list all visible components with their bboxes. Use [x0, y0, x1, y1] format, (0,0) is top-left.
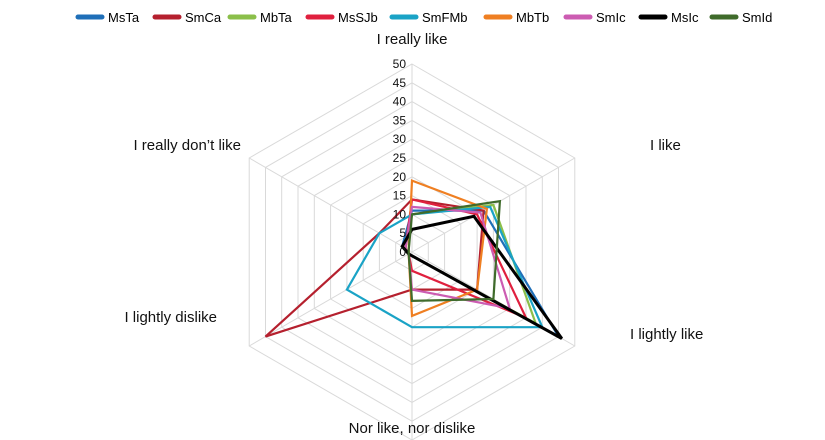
tick-label-50: 50 — [393, 57, 407, 71]
legend-label: MbTa — [260, 10, 293, 25]
legend-item-smic: SmIc — [563, 10, 626, 25]
axis-label-5: I really don’t like — [133, 137, 241, 154]
series-msta — [400, 209, 562, 340]
axis-label-2: I lightly like — [630, 326, 703, 343]
grid-spoke — [248, 157, 413, 253]
legend-item-mbta: MbTa — [227, 10, 293, 25]
tick-label-20: 20 — [393, 170, 407, 184]
axis-label-4: I lightly dislike — [124, 309, 217, 326]
legend-item-mssjb: MsSJb — [305, 10, 378, 25]
legend-label: SmIc — [596, 10, 626, 25]
legend-label: SmFMb — [422, 10, 468, 25]
tick-label-5: 5 — [399, 226, 406, 240]
legend-label: MsSJb — [338, 10, 378, 25]
axis-label-0: I really like — [377, 31, 448, 48]
tick-label-40: 40 — [393, 95, 407, 109]
series-msic — [400, 214, 564, 340]
legend-item-mbtb: MbTb — [483, 10, 549, 25]
legend-label: MsIc — [671, 10, 699, 25]
legend: MsTa SmCa MbTa MsSJb SmFMb MbTb SmIc MsIc SmId — [75, 10, 772, 25]
tick-label-35: 35 — [393, 113, 407, 127]
series-smid — [407, 199, 502, 303]
legend-item-smca: SmCa — [152, 10, 222, 25]
legend-item-msta: MsTa — [75, 10, 140, 25]
axis-label-1: I like — [650, 137, 681, 154]
tick-labels: 0 5 10 15 20 25 30 35 40 45 50 — [393, 57, 407, 259]
series-smfmb — [345, 205, 544, 329]
tick-label-0: 0 — [399, 245, 406, 259]
tick-label-45: 45 — [393, 76, 407, 90]
grid-spoke — [248, 251, 413, 347]
legend-label: SmId — [742, 10, 772, 25]
legend-label: MsTa — [108, 10, 140, 25]
legend-item-smid: SmId — [709, 10, 772, 25]
axis-label-3: Nor like, nor dislike — [349, 420, 476, 437]
legend-item-msic: MsIc — [638, 10, 699, 25]
legend-label: MbTb — [516, 10, 549, 25]
axis-labels: I really like I like I lightly like Nor lik… — [124, 31, 703, 437]
legend-label: SmCa — [185, 10, 222, 25]
tick-label-25: 25 — [393, 151, 407, 165]
tick-label-30: 30 — [393, 132, 407, 146]
radar-grid — [248, 63, 576, 440]
tick-label-10: 10 — [393, 207, 407, 221]
legend-item-smfmb: SmFMb — [389, 10, 468, 25]
series-group — [264, 179, 564, 340]
tick-label-15: 15 — [393, 189, 407, 203]
